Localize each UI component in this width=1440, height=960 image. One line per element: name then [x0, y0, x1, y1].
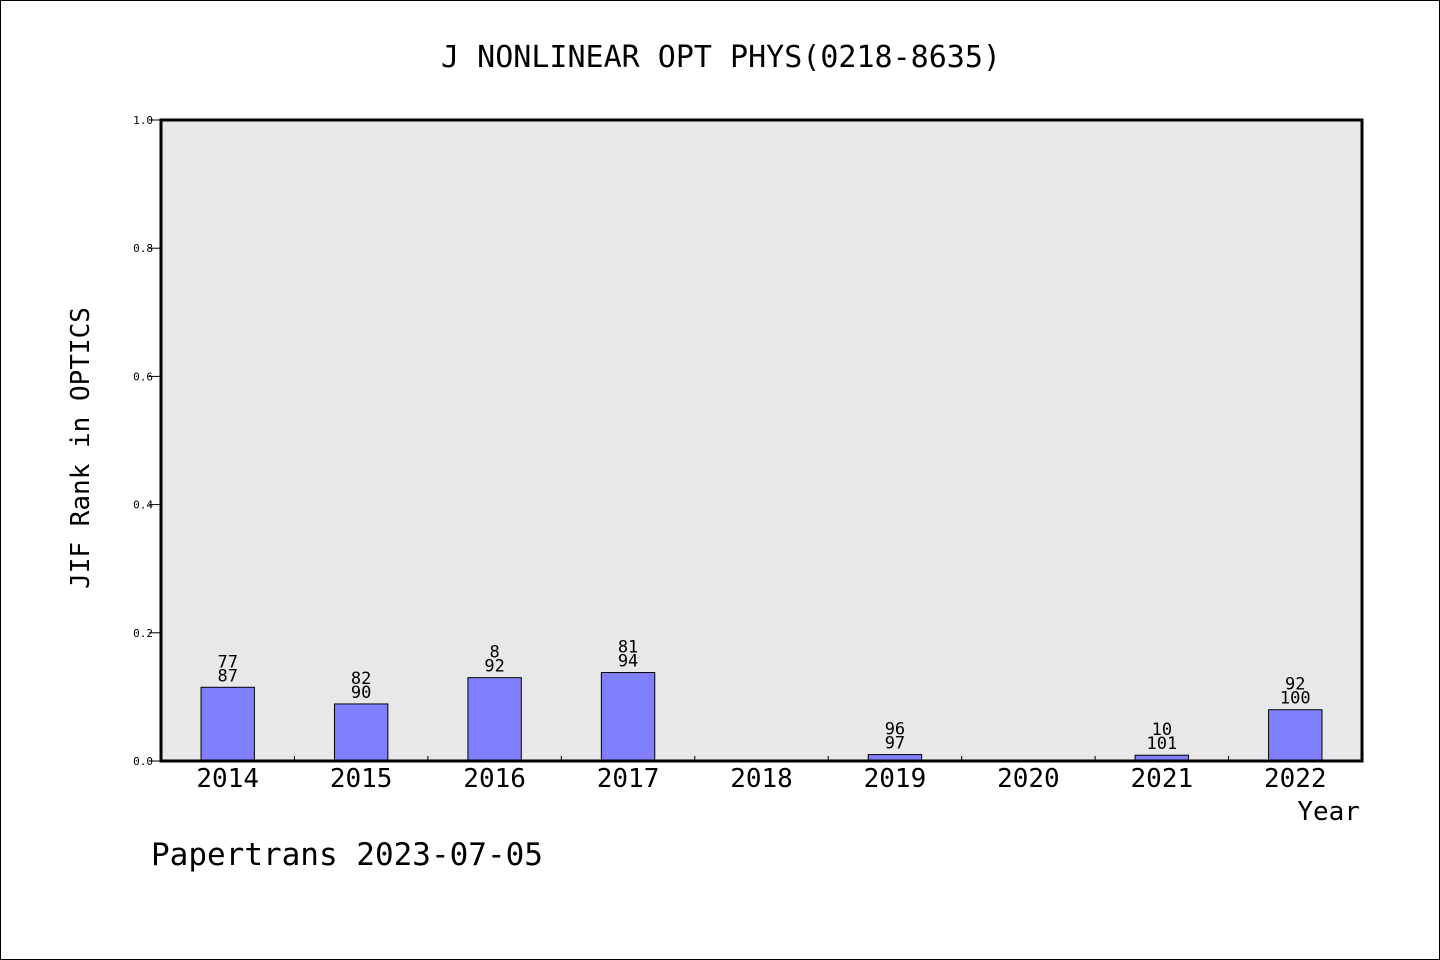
data-label-total: 97 [885, 734, 905, 754]
y-tick-label: 0.2 [133, 627, 153, 640]
chart-title: J NONLINEAR OPT PHYS(0218-8635) [441, 40, 1001, 75]
y-axis-title: JIF Rank in OPTICS [66, 307, 96, 589]
x-axis-title: Year [1297, 797, 1360, 827]
data-label-rank: 77 [217, 652, 237, 672]
y-tick-label: 0.6 [133, 370, 153, 383]
x-tick-label: 2015 [330, 764, 393, 794]
plot-area [161, 120, 1362, 761]
x-tick-label: 2022 [1264, 764, 1327, 794]
x-tick-label: 2014 [196, 764, 259, 794]
y-tick-label: 0.8 [133, 242, 153, 255]
x-tick-label: 2018 [730, 764, 793, 794]
data-label-rank: 8 [489, 643, 499, 663]
chart-marks: 0.00.20.40.60.81.02014778720158290201689… [133, 114, 1326, 794]
x-tick-label: 2016 [463, 764, 526, 794]
bar-2016 [467, 677, 522, 762]
bar-2022 [1268, 709, 1323, 762]
data-label-total: 92 [484, 657, 504, 677]
data-label-total: 101 [1146, 734, 1177, 754]
plot-border [159, 118, 1364, 763]
data-label-rank: 81 [618, 638, 638, 658]
bar-2017 [600, 672, 656, 762]
x-tick-label: 2019 [864, 764, 927, 794]
x-tick-label: 2021 [1131, 764, 1194, 794]
data-label-rank: 82 [351, 669, 371, 689]
data-label-total: 100 [1280, 689, 1311, 709]
data-label-total: 90 [351, 683, 371, 703]
bar-2014 [200, 686, 255, 762]
x-tick-label: 2017 [597, 764, 660, 794]
y-tick-label: 0.0 [133, 755, 153, 768]
data-label-rank: 10 [1152, 720, 1172, 740]
data-label-total: 94 [618, 652, 638, 672]
x-tick-label: 2020 [997, 764, 1060, 794]
y-tick-label: 1.0 [133, 114, 153, 127]
bar-2015 [333, 703, 389, 762]
data-label-rank: 92 [1285, 675, 1305, 695]
data-label-rank: 96 [885, 720, 905, 740]
footer-text: Papertrans 2023-07-05 [151, 837, 543, 873]
y-tick-label: 0.4 [133, 499, 153, 512]
data-label-total: 87 [217, 666, 237, 686]
